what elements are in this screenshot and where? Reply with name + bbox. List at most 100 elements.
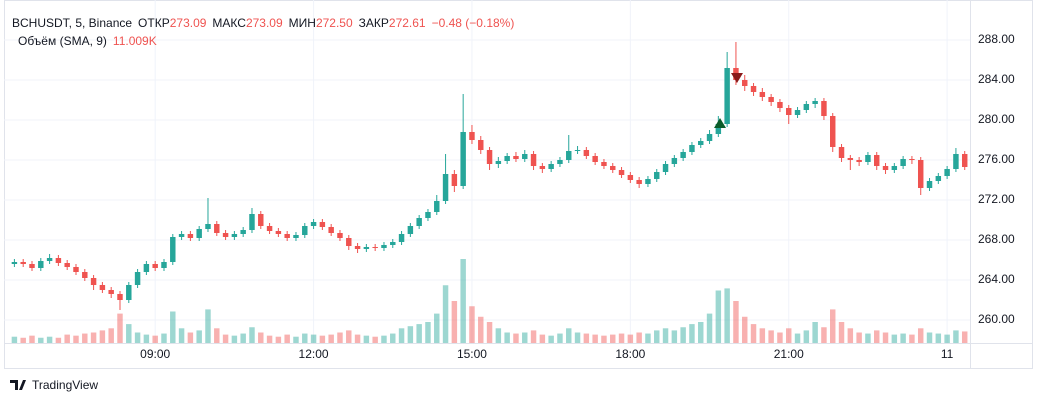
volume-bar — [610, 334, 616, 343]
candle-body — [205, 224, 211, 229]
volume-bar — [11, 336, 18, 343]
logo-mark — [10, 380, 26, 390]
open-value: 273.09 — [170, 16, 207, 30]
volume-bar — [134, 332, 141, 343]
candle-body — [768, 97, 774, 102]
y-tick-label: 264.00 — [978, 272, 1015, 286]
volume-bar — [504, 332, 510, 343]
volume-bar — [205, 309, 211, 343]
low-value: 272.50 — [316, 16, 353, 30]
candle-body — [99, 285, 106, 290]
candle-body — [460, 132, 466, 186]
volume-bar — [178, 328, 185, 343]
volume-bar — [407, 326, 414, 343]
y-tick-label: 260.00 — [978, 312, 1015, 326]
candle-body — [407, 226, 414, 234]
volume-bar — [363, 335, 370, 343]
candle-body — [46, 258, 53, 261]
candle-body — [750, 86, 757, 92]
volume-bar — [143, 334, 150, 343]
volume-bar — [566, 328, 572, 343]
volume-value: 11.009K — [113, 34, 157, 48]
candle-body — [742, 80, 748, 86]
candle-body — [293, 235, 299, 238]
y-tick-label: 276.00 — [978, 152, 1015, 166]
volume-bar — [398, 328, 405, 343]
candle-body — [425, 212, 431, 218]
volume-bar — [698, 322, 704, 343]
candle-body — [548, 164, 554, 169]
candle-body — [249, 214, 255, 230]
candle-body — [319, 222, 326, 227]
volume-bar — [425, 322, 431, 343]
candle-body — [513, 156, 519, 159]
candle-body — [214, 224, 220, 233]
candle-body — [592, 156, 598, 162]
candle-body — [574, 150, 581, 151]
volume-bar — [231, 335, 238, 343]
candle-body — [240, 230, 246, 234]
volume-bar — [258, 332, 264, 343]
volume-bar — [117, 313, 123, 343]
candle-body — [874, 155, 880, 166]
volume-bar — [275, 336, 282, 343]
candle-body — [495, 161, 502, 164]
candle-body — [891, 166, 898, 170]
candle-body — [38, 261, 44, 268]
volume-bar — [249, 327, 255, 343]
candle-body — [882, 166, 889, 170]
candle-body — [90, 278, 97, 285]
candle-body — [231, 234, 238, 237]
volume-bar — [706, 313, 713, 343]
volume-bar — [548, 335, 554, 343]
volume-legend: Объём (SMA, 9) 11.009K — [18, 34, 157, 48]
volume-bar — [354, 334, 361, 343]
candle-body — [847, 158, 854, 160]
volume-bar — [469, 306, 475, 343]
close-value: 272.61 — [389, 16, 426, 30]
candle-body — [539, 166, 546, 169]
volume-bar — [803, 330, 810, 343]
volume-bar — [390, 333, 396, 343]
volume-bar — [689, 324, 695, 343]
candle-body — [671, 158, 678, 164]
high-value: 273.09 — [246, 16, 283, 30]
low-label: МИН — [289, 16, 316, 30]
volume-bar — [266, 335, 273, 343]
volume-bar — [82, 333, 88, 343]
volume-bar — [838, 322, 845, 343]
x-tick-label: 15:00 — [457, 347, 487, 361]
candle-body — [900, 159, 906, 166]
candle-body — [363, 247, 370, 249]
candle-body — [645, 179, 651, 184]
volume-bar — [126, 324, 132, 343]
candle-body — [680, 152, 686, 158]
candle-body — [381, 245, 387, 248]
volume-bar — [152, 335, 158, 343]
volume-bar — [240, 333, 246, 343]
volume-bar — [513, 333, 519, 343]
x-tick-label: 12:00 — [299, 347, 329, 361]
footer-brand: TradingView — [32, 378, 98, 392]
candle-body — [786, 108, 792, 115]
volume-bar — [891, 334, 898, 343]
volume-bar — [337, 332, 343, 343]
volume-bar — [478, 316, 484, 343]
candle-body — [328, 227, 334, 233]
candle-body — [777, 102, 783, 108]
volume-bar — [768, 330, 774, 343]
candle-body — [618, 170, 625, 175]
volume-bar — [161, 333, 167, 343]
candle-body — [337, 233, 343, 238]
volume-bar — [856, 332, 862, 343]
volume-bar — [442, 285, 449, 343]
volume-bar — [460, 259, 466, 343]
candle-body — [566, 151, 572, 160]
candle-body — [698, 141, 704, 145]
volume-bar — [961, 331, 968, 343]
volume-bar — [627, 334, 634, 343]
volume-bar — [522, 332, 528, 343]
candle-body — [196, 229, 202, 238]
